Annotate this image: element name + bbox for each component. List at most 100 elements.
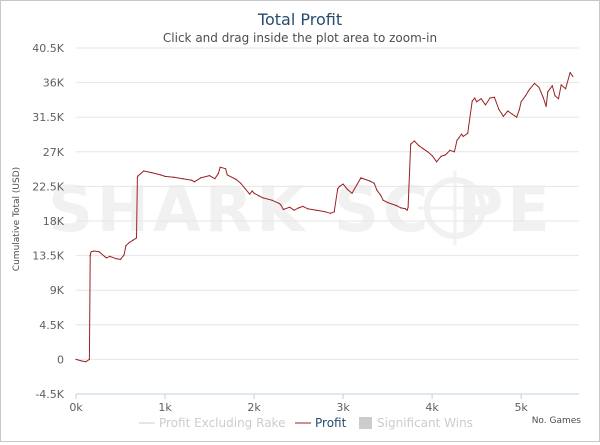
data-point [160,174,162,176]
data-point [458,137,460,139]
data-point [240,182,242,184]
data-point [324,211,326,213]
data-point [123,254,125,256]
x-axis-label: No. Games [532,416,582,426]
data-point [249,193,251,195]
data-point [400,207,402,209]
x-tick-label: 4k [425,401,439,414]
x-axis-ticks: 0k 1k 2k 3k 4k 5k [69,401,528,414]
data-point [280,204,282,206]
data-point [338,185,341,187]
data-point [90,251,92,253]
data-point [214,178,216,180]
data-point [306,208,309,210]
legend-label: Profit Excluding Rake [159,416,285,430]
x-tick-label: 2k [247,401,261,414]
data-point [88,358,90,360]
data-point [333,211,335,213]
data-point [164,175,166,177]
data-point [500,112,503,114]
data-point [418,145,420,147]
y-tick-label: 9K [50,284,65,297]
data-point [542,97,545,99]
data-point [278,202,280,204]
data-point [119,258,122,260]
data-point [498,108,500,111]
data-point [109,255,111,257]
y-axis-ticks: -4.5K 0 4.5K 9K 13.5K 18K 22.5K 27K 31.5K 36K 40.5… [32,42,64,401]
data-point [200,177,202,179]
series-layer [75,72,574,363]
y-tick-label: 22.5K [32,180,64,193]
legend-label: Profit [315,416,347,430]
data-point [379,194,382,196]
data-point [431,155,433,157]
data-point [444,154,447,156]
data-point [440,155,442,157]
data-point [507,110,509,112]
data-point [554,95,556,97]
legend: Profit Excluding Rake Profit Significant… [139,416,473,430]
y-tick-label: 40.5K [32,42,64,55]
data-point [456,139,458,141]
grid [76,47,579,395]
data-point [518,108,521,111]
data-point [516,116,518,118]
data-point [346,188,349,191]
data-point [225,168,227,170]
data-point [427,151,429,153]
x-tick-label: 0k [69,401,83,414]
data-point [474,97,476,99]
data-point [410,143,412,145]
data-point [569,72,571,74]
data-point [105,257,107,259]
data-point [89,255,91,257]
data-point [436,161,438,163]
data-point [551,85,553,87]
legend-label: Significant Wins [377,416,473,430]
data-point [422,148,424,150]
y-tick-label: 27K [43,146,65,159]
y-tick-label: 0 [57,353,64,366]
data-point [351,192,353,194]
data-point [476,101,478,103]
data-point [257,195,260,197]
data-point [502,115,504,117]
data-point [217,172,219,174]
data-point [253,192,255,194]
data-point [289,206,291,208]
data-point [493,96,495,98]
legend-item-profit[interactable]: Profit [295,416,347,430]
data-point [262,197,264,199]
data-point [527,90,529,92]
data-point [565,88,567,90]
data-point [85,361,87,363]
y-tick-label: 4.5K [39,319,64,332]
data-point [191,179,193,181]
data-point [484,104,487,106]
data-point [453,151,455,153]
data-point [337,188,339,190]
data-point [80,360,82,362]
data-point [462,135,464,137]
data-point [137,175,139,177]
data-point [382,199,384,201]
data-point [511,113,513,115]
data-point [449,149,451,151]
data-point [538,86,540,88]
data-point [467,132,469,134]
data-point [143,170,145,172]
data-point [135,237,138,239]
data-point [226,174,228,176]
legend-item-profit-excluding-rake[interactable]: Profit Excluding Rake [139,416,285,430]
data-point [406,209,408,211]
legend-item-significant-wins[interactable]: Significant Wins [359,416,473,430]
data-point [75,358,77,360]
data-point [529,88,531,90]
data-point [302,205,304,207]
data-point [151,172,153,174]
data-point [193,181,195,183]
data-point [557,98,560,100]
